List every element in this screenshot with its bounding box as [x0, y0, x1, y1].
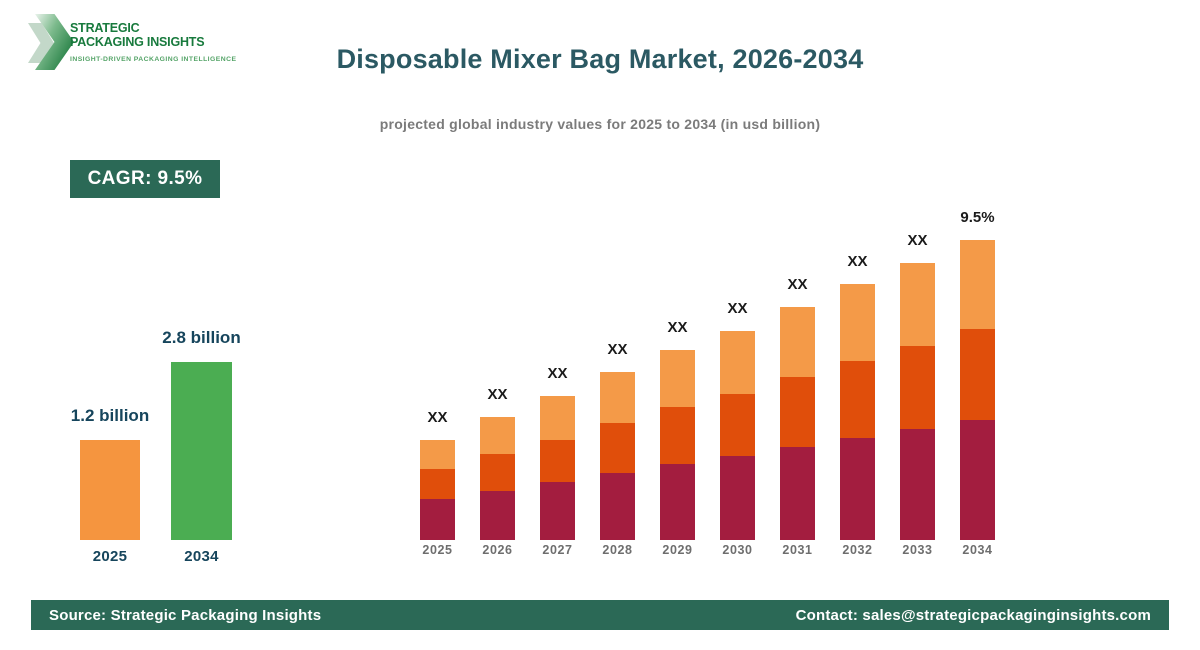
year-label: 2028	[602, 543, 633, 557]
segment-middle	[480, 454, 515, 491]
mini-value-label: 1.2 billion	[70, 406, 150, 425]
segment-middle	[960, 329, 995, 420]
brand-logo: STRATEGIC PACKAGING INSIGHTS INSIGHT-DRI…	[28, 12, 288, 74]
bar-group-2033: XX 2033	[900, 233, 935, 557]
bar-value-label: XX	[847, 253, 868, 270]
brand-name-line1: STRATEGIC	[70, 21, 140, 35]
page-title: Disposable Mixer Bag Market, 2026-2034	[336, 44, 864, 74]
segment-bottom	[480, 491, 515, 540]
segment-top	[840, 284, 875, 361]
bar-value-label: 9.5%	[960, 209, 995, 226]
double-chevron-right-icon	[28, 14, 74, 70]
segment-middle	[540, 440, 575, 482]
segment-middle	[780, 377, 815, 447]
year-label: 2031	[782, 543, 813, 557]
bar-group-2030: XX 2030	[720, 301, 755, 557]
year-label: 2034	[962, 543, 993, 557]
stacked-bar-chart: XX 2025 XX 2026 XX 2027 XX 2028 XX 2029 XX 2030 XX 20…	[420, 210, 995, 557]
segment-bottom	[660, 464, 695, 540]
bar-value-label: XX	[787, 276, 808, 293]
cagr-badge: CAGR: 9.5%	[70, 160, 220, 198]
bar-value-label: XX	[607, 341, 628, 358]
segment-middle	[720, 394, 755, 456]
bar-group-2029: XX 2029	[660, 320, 695, 557]
segment-top	[600, 372, 635, 423]
bar-group-2025: XX 2025	[420, 410, 455, 557]
segment-top	[900, 263, 935, 346]
segment-middle	[840, 361, 875, 438]
mini-value-label: 2.8 billion	[162, 328, 241, 347]
segment-middle	[900, 346, 935, 429]
mini-bar-group-2034: 2.8 billion 2034	[162, 329, 240, 565]
brand-tagline: INSIGHT-DRIVEN PACKAGING INTELLIGENCE	[70, 56, 237, 63]
bar-group-2026: XX 2026	[480, 387, 515, 557]
segment-top	[480, 417, 515, 454]
bar-group-2028: XX 2028	[600, 342, 635, 557]
segment-bottom	[840, 438, 875, 540]
mini-bar-2034	[171, 362, 232, 540]
brand-name: STRATEGIC PACKAGING INSIGHTS INSIGHT-DRI…	[70, 21, 237, 63]
segment-middle	[420, 469, 455, 499]
year-label: 2025	[422, 543, 453, 557]
segment-bottom	[420, 499, 455, 540]
segment-top	[720, 331, 755, 394]
year-label: 2029	[662, 543, 693, 557]
bar-value-label: XX	[487, 386, 508, 403]
mini-bar-2025	[80, 440, 140, 540]
mini-year-label: 2034	[184, 548, 219, 565]
year-label: 2030	[722, 543, 753, 557]
bar-group-2027: XX 2027	[540, 366, 575, 557]
bar-group-2034: 9.5% 2034	[960, 210, 995, 557]
year-label: 2027	[542, 543, 573, 557]
segment-top	[960, 240, 995, 329]
mini-year-label: 2025	[92, 548, 128, 565]
segment-bottom	[960, 420, 995, 540]
footer-source: Source: Strategic Packaging Insights	[49, 606, 322, 624]
bar-group-2031: XX 2031	[780, 277, 815, 557]
bar-value-label: XX	[667, 319, 688, 336]
segment-bottom	[600, 473, 635, 540]
footer-bar: Source: Strategic Packaging Insights Con…	[31, 600, 1169, 630]
segment-bottom	[900, 429, 935, 540]
segment-bottom	[540, 482, 575, 540]
bar-value-label: XX	[427, 409, 448, 426]
segment-middle	[660, 407, 695, 464]
segment-top	[780, 307, 815, 377]
segment-bottom	[720, 456, 755, 540]
segment-top	[420, 440, 455, 469]
brand-name-line2: PACKAGING INSIGHTS	[70, 34, 205, 49]
bar-value-label: XX	[907, 232, 928, 249]
year-label: 2026	[482, 543, 513, 557]
segment-top	[660, 350, 695, 407]
year-label: 2033	[902, 543, 933, 557]
bar-value-label: XX	[547, 365, 568, 382]
footer-contact: Contact: sales@strategicpackaginginsight…	[795, 606, 1151, 624]
page-subtitle: projected global industry values for 202…	[379, 116, 821, 132]
year-label: 2032	[842, 543, 873, 557]
segment-middle	[600, 423, 635, 473]
segment-bottom	[780, 447, 815, 540]
mini-bar-group-2025: 1.2 billion 2025	[71, 407, 149, 565]
segment-top	[540, 396, 575, 440]
bar-group-2032: XX 2032	[840, 254, 875, 557]
mini-comparison-chart: 1.2 billion 2025 2.8 billion 2034	[71, 329, 241, 565]
bar-value-label: XX	[727, 300, 748, 317]
